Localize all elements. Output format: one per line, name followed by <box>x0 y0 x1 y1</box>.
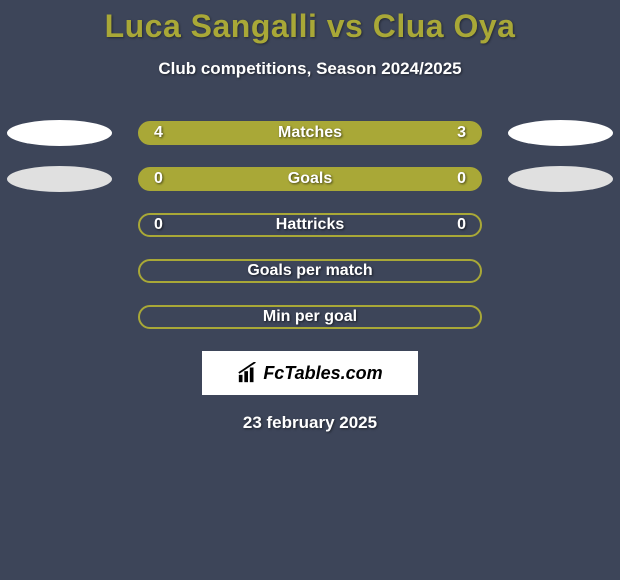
stat-label: Min per goal <box>263 308 357 326</box>
ellipse-spacer <box>7 304 112 330</box>
ellipse-spacer <box>508 258 613 284</box>
stat-bar: 0 Goals 0 <box>138 167 482 191</box>
stat-rows: 4 Matches 3 0 Goals 0 0 Hattricks 0 Goals per mat… <box>0 121 620 329</box>
stat-label: Hattricks <box>276 216 344 234</box>
stat-left-value: 0 <box>154 216 163 234</box>
stat-row: Min per goal <box>0 305 620 329</box>
logo-box: FcTables.com <box>202 351 418 395</box>
stat-row: 0 Hattricks 0 <box>0 213 620 237</box>
logo-text: FcTables.com <box>263 363 382 384</box>
stat-bar: 0 Hattricks 0 <box>138 213 482 237</box>
stat-bar: 4 Matches 3 <box>138 121 482 145</box>
stat-right-value: 0 <box>457 216 466 234</box>
stat-right-value: 3 <box>457 124 466 142</box>
stat-bar: Goals per match <box>138 259 482 283</box>
ellipse-right <box>508 166 613 192</box>
ellipse-left <box>7 120 112 146</box>
page-title: Luca Sangalli vs Clua Oya <box>0 0 620 45</box>
ellipse-right <box>508 120 613 146</box>
ellipse-spacer <box>7 258 112 284</box>
stat-label: Matches <box>278 124 342 142</box>
ellipse-spacer <box>508 212 613 238</box>
stat-bar: Min per goal <box>138 305 482 329</box>
stat-left-value: 0 <box>154 170 163 188</box>
footer-date: 23 february 2025 <box>0 413 620 433</box>
stat-row: 4 Matches 3 <box>0 121 620 145</box>
chart-icon <box>237 362 259 384</box>
ellipse-spacer <box>7 212 112 238</box>
stat-row: Goals per match <box>0 259 620 283</box>
ellipse-left <box>7 166 112 192</box>
ellipse-spacer <box>508 304 613 330</box>
stat-row: 0 Goals 0 <box>0 167 620 191</box>
page-subtitle: Club competitions, Season 2024/2025 <box>0 59 620 79</box>
stat-right-value: 0 <box>457 170 466 188</box>
stat-label: Goals <box>288 170 332 188</box>
stat-left-value: 4 <box>154 124 163 142</box>
stat-label: Goals per match <box>247 262 372 280</box>
